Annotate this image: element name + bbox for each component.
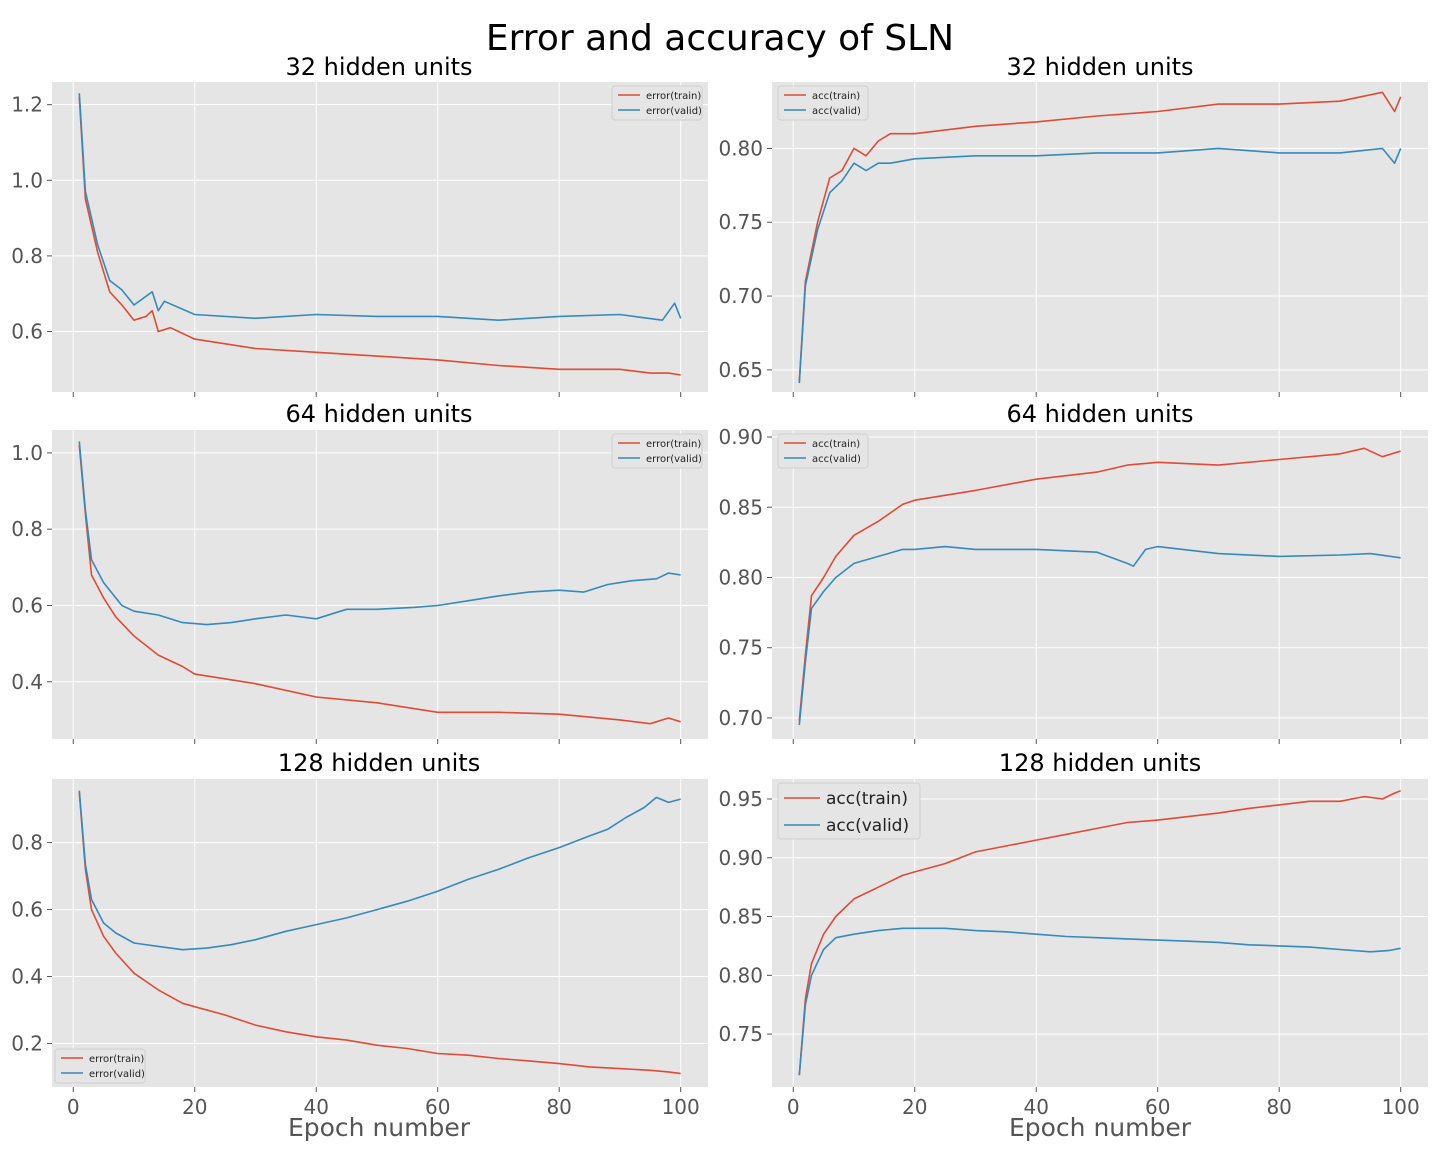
panel-5-series-valid-line [78,790,681,951]
panel-4-y-tick-label: 0.75 [718,636,763,660]
panel-6-legend-label-train: acc(train) [826,789,908,809]
panel-6-y-tick-label: 0.75 [718,1022,763,1046]
panel-1-y-tick-label: 1.2 [11,93,43,117]
panel-1-y-tick-label: 0.6 [11,320,43,344]
panel-1-legend: error(train) error(valid) [611,85,703,121]
panel-5-x-tick-label: 80 [546,1095,571,1119]
panel-3-legend-label-train: error(train) [646,439,701,450]
panel-5-plot-area [52,779,708,1087]
panel-3-y-tick-label: 0.4 [11,670,43,694]
panel-6-y-tick-label: 0.90 [718,846,763,870]
panel-title-3: 64 hidden units [285,400,472,428]
panel-4-legend: acc(train) acc(valid) [777,433,869,469]
panel-1: 0.6 0.8 1.0 1.2 error(train) error(valid) [11,82,708,397]
figure-title: Error and accuracy of SLN [486,18,954,59]
panel-6-x-tick-label: 40 [1023,1095,1048,1119]
panel-2-y-tick-label: 0.70 [718,284,763,308]
panel-2-legend-label-train: acc(train) [812,91,860,102]
panel-6-x-tick-label: 60 [1145,1095,1170,1119]
panel-4-y-tick-label: 0.90 [718,425,763,449]
panel-title-6: 128 hidden units [999,749,1201,777]
panel-5: 0 20 40 60 80 1000.20.40.60.8error(train)erro… [11,779,708,1119]
panel-5-y-tick-label: 0.6 [11,898,43,922]
panel-6-x-tick-label: 0 [787,1095,800,1119]
panel-6-x-tick-label: 100 [1382,1095,1420,1119]
panel-4-legend-label-train: acc(train) [812,439,860,450]
panel-3: 0.4 0.6 0.8 1.0 error(train) error(valid) [11,430,708,744]
panel-title-1: 32 hidden units [285,53,472,81]
panel-5-x-tick-label: 60 [425,1095,450,1119]
panel-4-legend-label-valid: acc(valid) [812,454,861,465]
panel-title-2: 32 hidden units [1006,53,1193,81]
panel-6-y-tick-label: 0.95 [718,787,763,811]
panel-4-series-train-line [798,447,1401,721]
panel-6-x-tick-label: 80 [1266,1095,1291,1119]
panel-title-5: 128 hidden units [278,749,480,777]
panel-4: 0.70 0.75 0.80 0.85 0.90 acc(train) acc(valid) [718,425,1428,744]
panel-6-legend-label-valid: acc(valid) [826,816,909,836]
panel-5-legend-label-train: error(train) [89,1054,144,1065]
panel-5-x-tick-label: 100 [662,1095,700,1119]
panel-6-series-valid-line [798,927,1401,1076]
panel-2-series-valid-line [798,147,1402,384]
panel-6-x-tick-label: 20 [902,1095,927,1119]
panel-3-y-tick-label: 0.8 [11,517,43,541]
panel-1-legend-label-valid: error(valid) [646,106,702,117]
panel-5-legend: error(train) error(valid) [54,1048,146,1084]
panel-2-legend-label-valid: acc(valid) [812,106,861,117]
panel-5-x-tick-label: 40 [303,1095,328,1119]
panel-title-4: 64 hidden units [1006,400,1193,428]
panel-4-y-tick-label: 0.80 [718,565,763,589]
panel-2-legend: acc(train) acc(valid) [777,85,869,121]
x-axis-label-right: Epoch number [1009,1113,1192,1142]
panel-5-x-tick-label: 20 [182,1095,207,1119]
panel-2-y-tick-label: 0.80 [718,136,763,160]
panel-3-series-train-line [78,445,681,725]
panel-1-y-tick-label: 0.8 [11,244,43,268]
panel-5-y-tick-label: 0.2 [11,1031,43,1055]
panel-5-series-train-line [78,792,681,1075]
panel-1-y-tick-label: 1.0 [11,168,43,192]
panel-6-y-tick-label: 0.85 [718,905,763,929]
panel-6-y-tick-label: 0.80 [718,963,763,987]
panel-3-legend-label-valid: error(valid) [646,454,702,465]
panel-5-legend-label-valid: error(valid) [89,1069,145,1080]
panel-5-y-tick-label: 0.4 [11,965,43,989]
panel-1-series-train-line [78,97,681,376]
panel-6-legend: acc(train) acc(valid) [777,782,921,840]
panel-4-y-tick-label: 0.70 [718,706,763,730]
panel-3-legend: error(train) error(valid) [611,433,703,469]
panel-3-y-tick-label: 0.6 [11,593,43,617]
panel-4-series-valid-line [798,545,1401,726]
panel-1-plot-area [52,82,708,392]
panel-1-legend-label-train: error(train) [646,91,701,102]
panel-4-y-tick-label: 0.85 [718,495,763,519]
panel-3-plot-area [52,430,708,739]
panel-2-series-train-line [798,91,1402,382]
panel-1-series-valid-line [78,93,682,322]
panel-6: 0 20 40 60 80 100 0.75 0.80 0.85 0.90 0.95 acc(trai… [718,779,1428,1119]
x-axis-label-left: Epoch number [288,1113,471,1142]
panel-3-y-tick-label: 1.0 [11,441,43,465]
panel-2-y-tick-label: 0.75 [718,210,763,234]
panel-5-y-tick-label: 0.8 [11,831,43,855]
panel-2-y-tick-label: 0.65 [718,358,763,382]
panel-6-series-train-line [798,790,1401,1076]
panel-5-x-tick-label: 0 [67,1095,80,1119]
panel-3-series-valid-line [78,441,681,626]
panel-4-plot-area [772,430,1428,739]
panel-2: 0.65 0.70 0.75 0.80 acc(train) acc(valid) [718,82,1428,397]
panel-2-plot-area [772,82,1428,392]
